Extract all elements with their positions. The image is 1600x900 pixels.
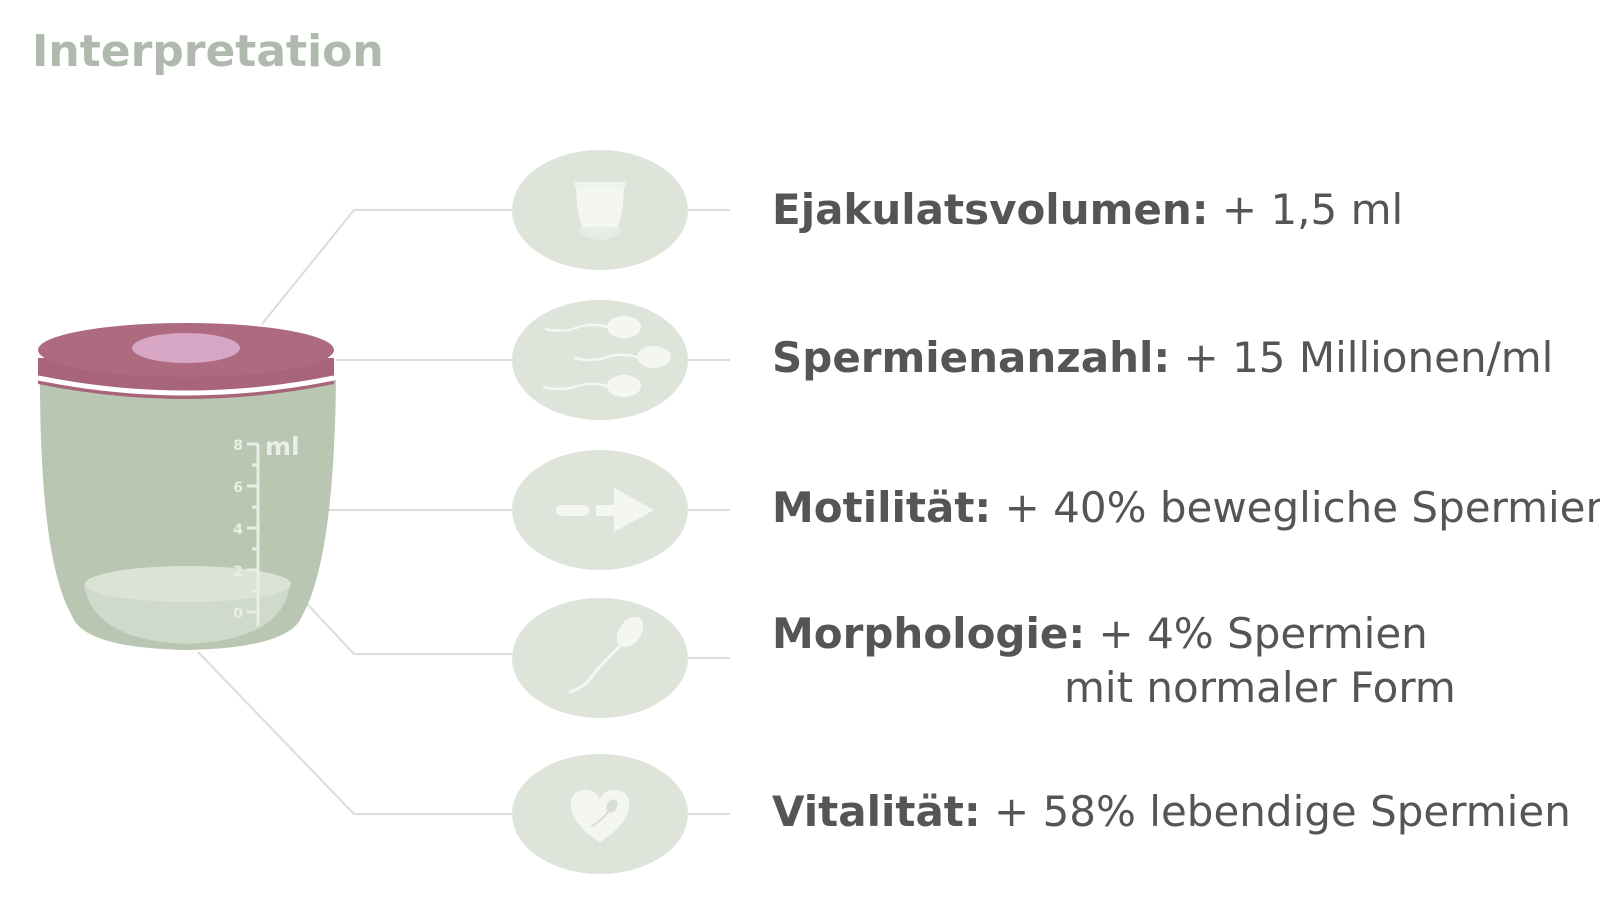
cup-icon [574,182,626,240]
param-row-motility: Motilität: + 40% bewegliche Spermien [772,480,1600,536]
sperm-icon [568,616,644,694]
param-row-vitality: Vitalität: + 58% lebendige Spermien [772,784,1571,840]
param-label: Vitalität: [772,787,981,836]
param-label: Motilität: [772,483,992,532]
param-label: Spermienanzahl: [772,333,1171,382]
connector-vitality [197,651,512,815]
param-value: + 15 Millionen/ml [1183,333,1554,382]
scale-tick-2: 2 [233,564,243,580]
sample-cup-icon [37,323,336,650]
param-value: + 4% Spermien [1098,609,1428,658]
scale-tick-4: 4 [233,522,243,538]
param-label: Morphologie: [772,609,1086,658]
page-title: Interpretation [32,26,384,77]
sperm-cells-icon [542,316,671,397]
scale-tick-6: 6 [233,480,243,496]
heart-icon [570,789,630,842]
circle-morphology [512,598,688,718]
param-value: + 1,5 ml [1221,185,1404,234]
param-label: Ejakulatsvolumen: [772,185,1209,234]
param-value: + 40% bewegliche Spermien [1004,483,1600,532]
param-row-volume: Ejakulatsvolumen: + 1,5 ml [772,182,1403,238]
scale-tick-0: 0 [233,606,243,622]
param-value: + 58% lebendige Spermien [994,787,1571,836]
scale-tick-8: 8 [233,438,243,454]
param-row-morphology: Morphologie: + 4% Spermien [772,606,1428,662]
param-value-line2: mit normaler Form [1064,663,1456,712]
arrow-right-icon [556,488,654,532]
connector-morphology [295,591,512,655]
connector-lines [197,209,730,815]
connector-volume [261,209,512,325]
scale-unit-label: ml [265,432,300,461]
param-row-count: Spermienanzahl: + 15 Millionen/ml [772,330,1553,386]
